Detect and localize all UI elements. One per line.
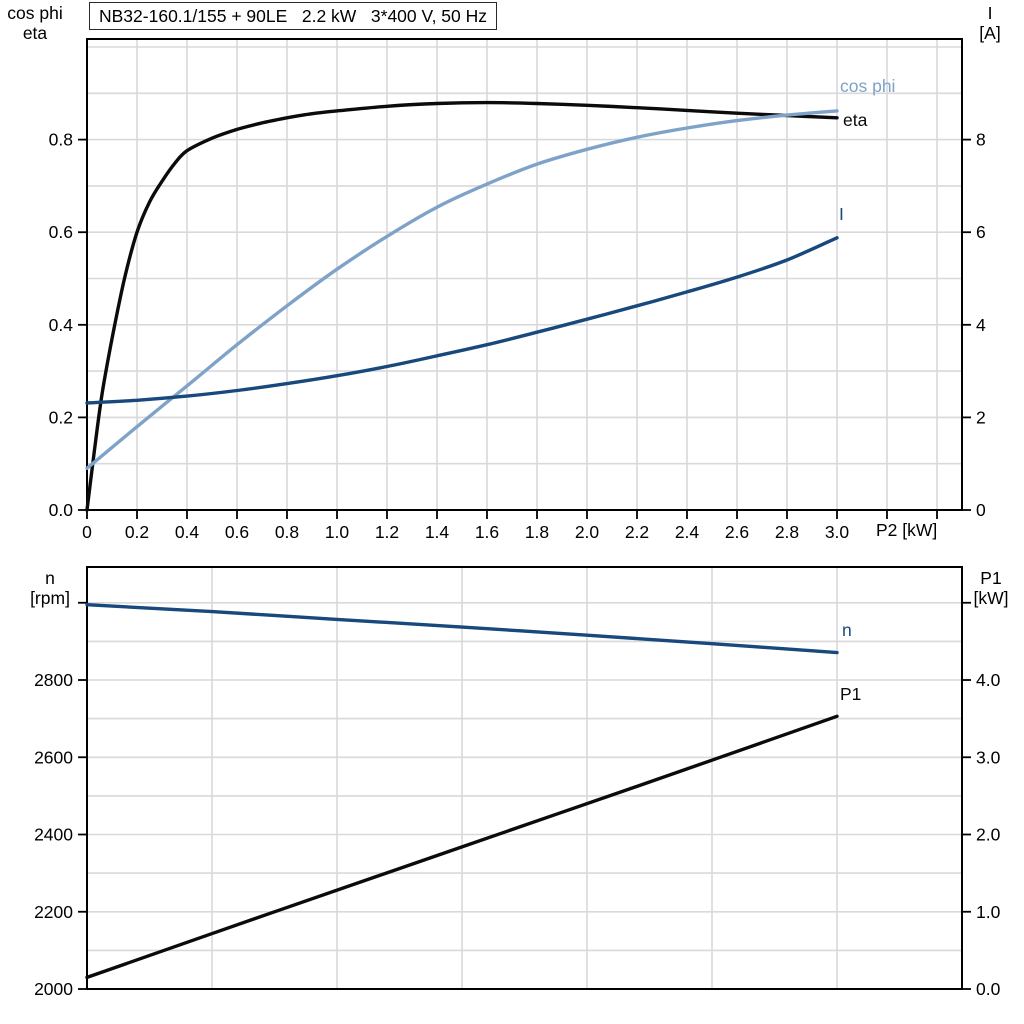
svg-text:1.0: 1.0 [325, 522, 350, 542]
axis-title-p1: P1 [980, 568, 1002, 588]
svg-text:0.2: 0.2 [49, 407, 73, 427]
curve-label-cos-phi: cos phi [840, 76, 896, 96]
svg-text:2800: 2800 [34, 670, 73, 690]
cos-phi-curve [85, 109, 839, 470]
svg-text:0.8: 0.8 [275, 522, 299, 542]
gridlines [87, 567, 962, 989]
svg-text:2: 2 [976, 407, 986, 427]
x-axis-title: P2 [kW] [876, 520, 938, 540]
P1-curve [85, 714, 839, 980]
svg-text:2400: 2400 [34, 825, 73, 845]
svg-text:1.2: 1.2 [375, 522, 399, 542]
svg-text:0.2: 0.2 [125, 522, 149, 542]
svg-text:6: 6 [976, 222, 986, 242]
svg-text:2.6: 2.6 [725, 522, 749, 542]
tick-marks [78, 601, 971, 990]
n-curve [85, 603, 839, 655]
axis-title-current: I [987, 3, 993, 23]
axis-title-eta: eta [22, 23, 48, 43]
gridlines [87, 39, 962, 510]
bottom-left-axis-title: n [rpm] [18, 568, 82, 608]
axis-title-p1-unit: [kW] [973, 588, 1009, 608]
top-right-axis-title: I [A] [960, 3, 1020, 43]
plot-frame [86, 566, 963, 990]
svg-text:1.6: 1.6 [475, 522, 499, 542]
svg-text:1.8: 1.8 [525, 522, 549, 542]
top-left-axis-title: cos phi eta [2, 3, 68, 43]
svg-text:2600: 2600 [34, 747, 73, 767]
svg-text:0.0: 0.0 [976, 979, 1001, 999]
svg-text:2.8: 2.8 [775, 522, 799, 542]
tick-labels: 2000 2200 2400 2600 2800 0.0 1.0 2.0 3.0 4.0 [34, 670, 1001, 999]
svg-text:0.6: 0.6 [49, 222, 73, 242]
curve-label-p1: P1 [840, 684, 862, 704]
axis-title-current-unit: [A] [979, 23, 1001, 43]
axis-title-cos-phi: cos phi [7, 3, 63, 23]
axis-title-speed: n [45, 568, 55, 588]
svg-text:2000: 2000 [34, 979, 73, 999]
svg-text:3.0: 3.0 [976, 747, 1001, 767]
svg-text:1.0: 1.0 [976, 902, 1001, 922]
curve-label-eta: eta [843, 110, 868, 130]
svg-text:2.0: 2.0 [575, 522, 600, 542]
plot-frame [86, 38, 963, 511]
svg-text:2.2: 2.2 [625, 522, 649, 542]
svg-text:2.4: 2.4 [675, 522, 700, 542]
svg-text:0.8: 0.8 [49, 130, 73, 150]
svg-text:0.4: 0.4 [175, 522, 200, 542]
svg-text:2200: 2200 [34, 902, 73, 922]
svg-text:0.4: 0.4 [49, 315, 74, 335]
tick-marks [78, 138, 971, 519]
svg-text:0.6: 0.6 [225, 522, 249, 542]
axis-title-speed-unit: [rpm] [30, 588, 70, 608]
svg-text:4.0: 4.0 [976, 670, 1001, 690]
svg-text:1.4: 1.4 [425, 522, 450, 542]
svg-text:0: 0 [82, 522, 92, 542]
curve-label-current: I [839, 204, 844, 224]
bottom-right-axis-title: P1 [kW] [958, 568, 1024, 608]
svg-text:0: 0 [976, 500, 986, 520]
svg-text:2.0: 2.0 [976, 825, 1001, 845]
svg-text:0.0: 0.0 [49, 500, 74, 520]
eta-curve [85, 100, 839, 512]
bottom-chart: 2000 2200 2400 2600 2800 0.0 1.0 2.0 3.0 4.0 [34, 566, 1001, 999]
top-chart: 0 0.2 0.4 0.6 0.8 1.0 1.2 1.4 1.6 1.8 2.0 2.2 2.4 2.6… [49, 38, 986, 542]
curve-label-speed: n [842, 620, 852, 640]
tick-labels: 0 0.2 0.4 0.6 0.8 1.0 1.2 1.4 1.6 1.8 2.0 2.2 2.4 2.6… [49, 130, 986, 542]
svg-text:8: 8 [976, 130, 986, 150]
svg-text:4: 4 [976, 315, 986, 335]
I-curve [85, 236, 839, 405]
chart-title: NB32-160.1/155 + 90LE 2.2 kW 3*400 V, 50… [89, 2, 498, 30]
svg-text:3.0: 3.0 [825, 522, 850, 542]
